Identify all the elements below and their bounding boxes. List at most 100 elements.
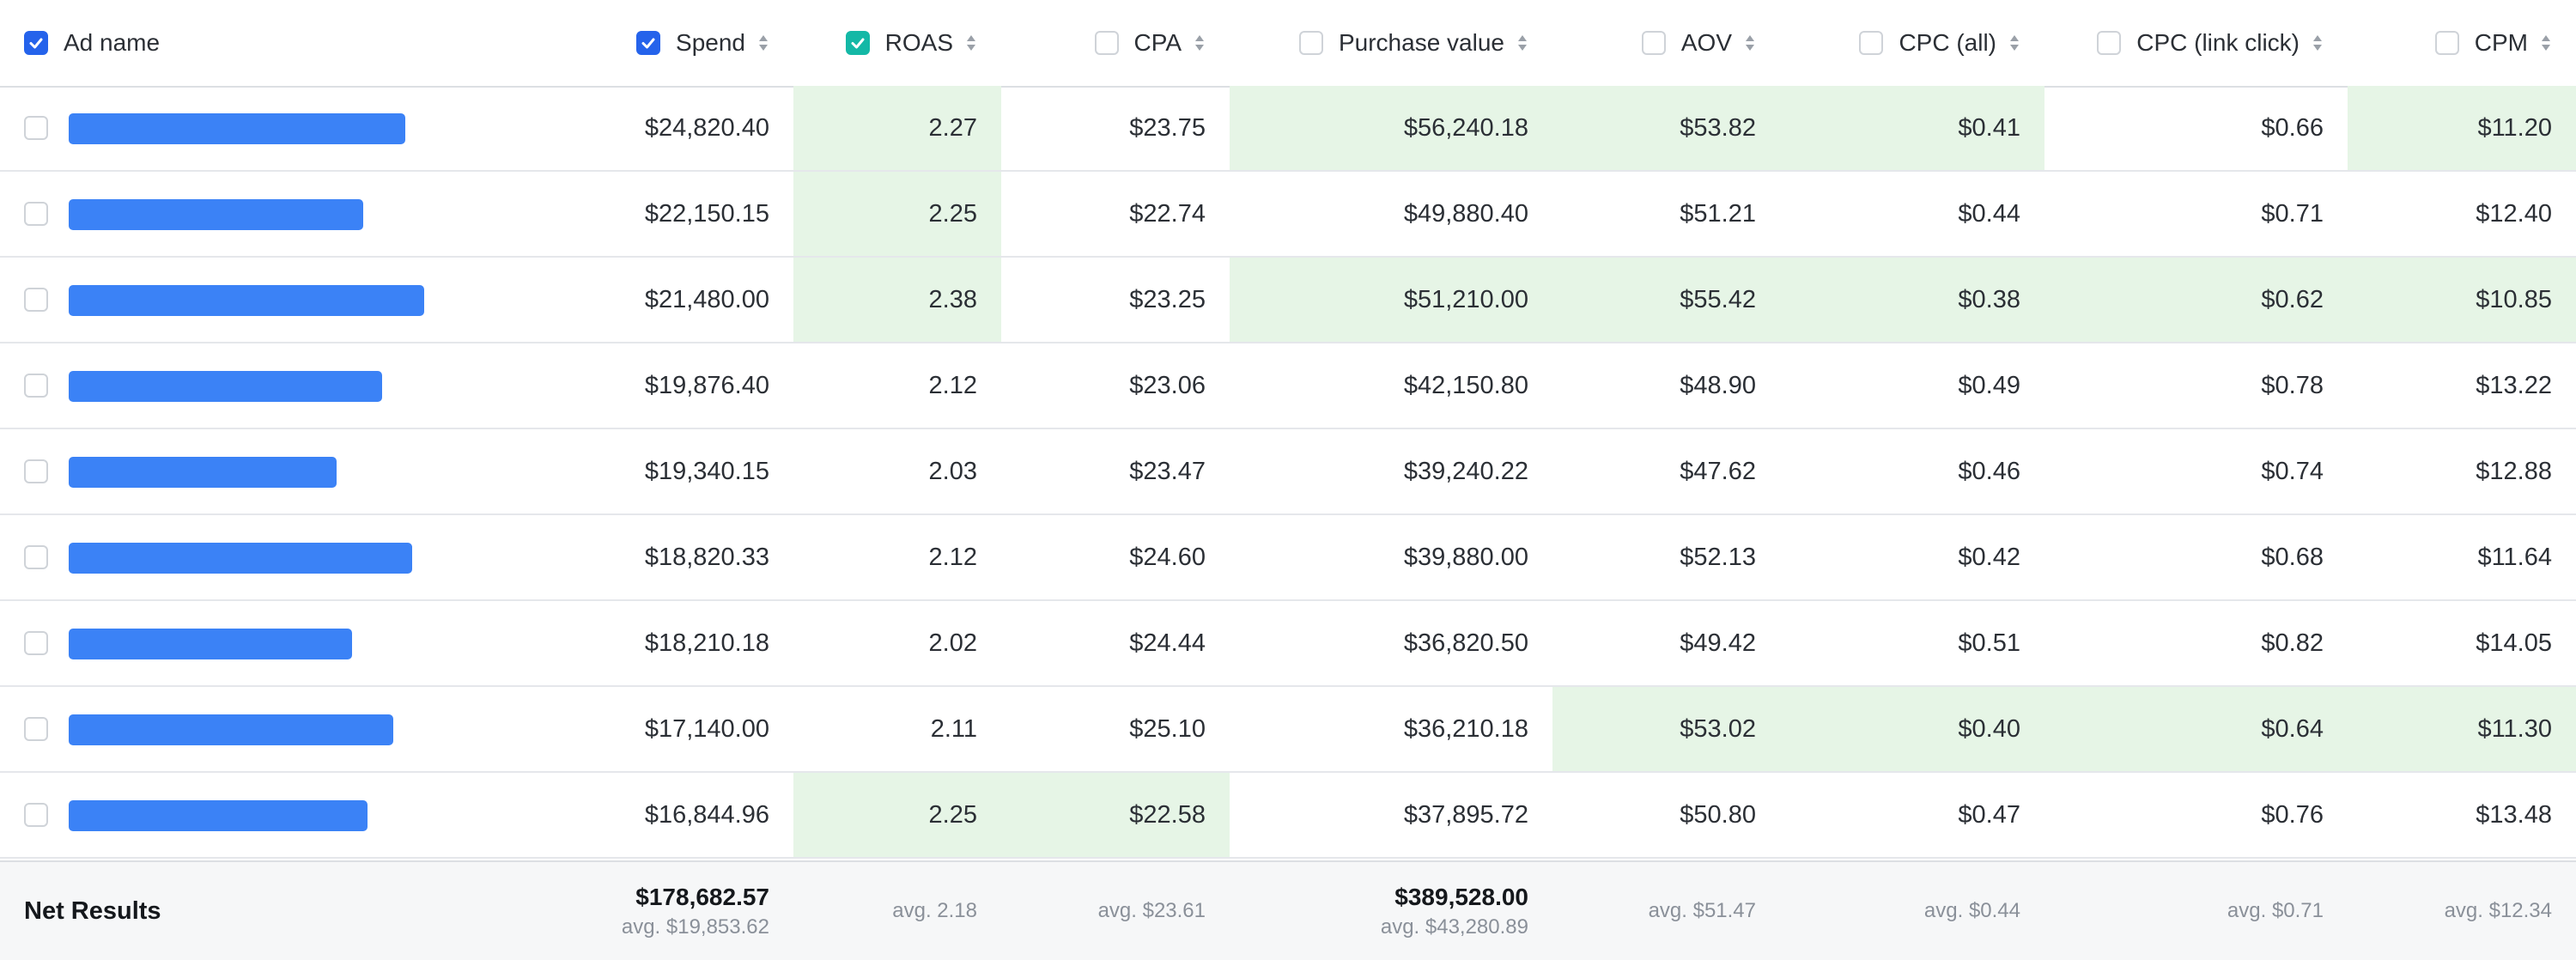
column-header-aov[interactable]: AOV bbox=[1552, 0, 1756, 86]
cell-aov: $50.80 bbox=[1680, 800, 1756, 829]
column-checkbox-cpa[interactable] bbox=[1094, 31, 1119, 55]
ad-name-redacted-bar[interactable] bbox=[69, 113, 405, 144]
cell-cpa: $23.75 bbox=[1129, 113, 1206, 142]
cell-aov: $53.82 bbox=[1552, 86, 1780, 170]
sort-updown-icon[interactable] bbox=[1194, 33, 1206, 53]
cell-purchase-value: $49,880.40 bbox=[1403, 199, 1528, 228]
ad-name-redacted-bar[interactable] bbox=[69, 199, 363, 230]
column-checkbox-ad-name[interactable] bbox=[24, 31, 48, 55]
table-row[interactable]: $24,820.40 2.27 $23.75 $56,240.18 $53.82 $0.4… bbox=[0, 86, 2576, 172]
cell-cpm: $13.22 bbox=[2476, 371, 2552, 399]
ad-name-redacted-bar[interactable] bbox=[69, 629, 352, 659]
cell-cpc-link: $0.71 bbox=[2261, 199, 2324, 228]
footer-cell-cpm: avg. $12.34 bbox=[2348, 862, 2576, 960]
cell-cpa: $23.25 bbox=[1129, 285, 1206, 313]
footer-cell-cpc-link: avg. $0.71 bbox=[2044, 862, 2348, 960]
table-row[interactable]: $19,340.15 2.03 $23.47 $39,240.22 $47.62 $0.4… bbox=[0, 429, 2576, 515]
cell-cpa: $23.47 bbox=[1129, 457, 1206, 485]
cell-cpc-link: $0.78 bbox=[2261, 371, 2324, 399]
sort-updown-icon[interactable] bbox=[1516, 33, 1528, 53]
cell-cpc-all: $0.47 bbox=[1958, 800, 2020, 829]
cell-cpm: $11.64 bbox=[2477, 543, 2552, 571]
row-checkbox[interactable] bbox=[24, 631, 48, 655]
cell-cpc-all: $0.44 bbox=[1958, 199, 2020, 228]
row-checkbox[interactable] bbox=[24, 374, 48, 398]
ad-name-redacted-bar[interactable] bbox=[69, 714, 393, 745]
column-checkbox-spend[interactable] bbox=[636, 31, 661, 55]
footer-average: avg. $0.44 bbox=[1923, 899, 2020, 922]
column-header-roas[interactable]: ROAS bbox=[793, 0, 977, 86]
table-row[interactable]: $16,844.96 2.25 $22.58 $37,895.72 $50.80 $0.4… bbox=[0, 773, 2576, 859]
cell-cpc-all: $0.51 bbox=[1958, 629, 2020, 657]
ad-name-redacted-bar[interactable] bbox=[69, 543, 412, 574]
table-row[interactable]: $22,150.15 2.25 $22.74 $49,880.40 $51.21 $0.4… bbox=[0, 172, 2576, 258]
cell-cpm: $14.05 bbox=[2476, 629, 2552, 657]
cell-cpm: $13.48 bbox=[2476, 800, 2552, 829]
sort-updown-icon[interactable] bbox=[2540, 33, 2552, 53]
cell-roas: 2.27 bbox=[793, 86, 1001, 170]
ad-name-redacted-bar[interactable] bbox=[69, 800, 368, 831]
column-checkbox-cpc-link[interactable] bbox=[2097, 31, 2122, 55]
column-label: CPC (link click) bbox=[2136, 29, 2300, 56]
cell-cpc-all: $0.38 bbox=[1780, 258, 2044, 342]
check-icon bbox=[641, 38, 655, 49]
cell-roas: 2.25 bbox=[793, 172, 1001, 256]
column-header-spend[interactable]: Spend bbox=[610, 0, 769, 86]
cell-cpa: $24.44 bbox=[1129, 629, 1206, 657]
column-label: ROAS bbox=[884, 29, 953, 56]
ad-name-redacted-bar[interactable] bbox=[69, 285, 424, 316]
column-header-cpc-all[interactable]: CPC (all) bbox=[1780, 0, 2020, 86]
cell-roas: 2.02 bbox=[928, 629, 977, 657]
column-checkbox-cpm[interactable] bbox=[2434, 31, 2459, 55]
cell-purchase-value: $36,210.18 bbox=[1403, 714, 1528, 743]
sort-updown-icon[interactable] bbox=[2008, 33, 2020, 53]
column-checkbox-roas[interactable] bbox=[845, 31, 870, 55]
column-header-ad-name[interactable]: Ad name bbox=[24, 0, 781, 86]
cell-cpm: $12.40 bbox=[2476, 199, 2552, 228]
cell-aov: $53.02 bbox=[1552, 687, 1780, 771]
table-row[interactable]: $21,480.00 2.38 $23.25 $51,210.00 $55.42 $0.3… bbox=[0, 258, 2576, 343]
cell-cpa: $22.74 bbox=[1129, 199, 1206, 228]
cell-spend: $19,340.15 bbox=[644, 457, 769, 485]
sort-updown-icon[interactable] bbox=[1744, 33, 1756, 53]
table-row[interactable]: $17,140.00 2.11 $25.10 $36,210.18 $53.02 $0.4… bbox=[0, 687, 2576, 773]
cell-spend: $24,820.40 bbox=[644, 113, 769, 142]
cell-aov: $47.62 bbox=[1680, 457, 1756, 485]
cell-purchase-value: $39,240.22 bbox=[1403, 457, 1528, 485]
cell-cpa: $22.58 bbox=[1001, 773, 1230, 857]
row-checkbox[interactable] bbox=[24, 717, 48, 741]
table-row[interactable]: $18,210.18 2.02 $24.44 $36,820.50 $49.42 $0.5… bbox=[0, 601, 2576, 687]
column-header-cpa[interactable]: CPA bbox=[1001, 0, 1206, 86]
cell-cpc-all: $0.46 bbox=[1958, 457, 2020, 485]
check-icon bbox=[851, 38, 865, 49]
column-header-cpc-link[interactable]: CPC (link click) bbox=[2044, 0, 2324, 86]
cell-cpa: $23.06 bbox=[1129, 371, 1206, 399]
column-checkbox-purchase-value[interactable] bbox=[1298, 31, 1323, 55]
row-checkbox[interactable] bbox=[24, 202, 48, 226]
footer-average: avg. $19,853.62 bbox=[621, 915, 769, 939]
footer-average: avg. $0.71 bbox=[2227, 899, 2324, 922]
row-checkbox[interactable] bbox=[24, 803, 48, 827]
row-checkbox[interactable] bbox=[24, 545, 48, 569]
column-header-cpm[interactable]: CPM bbox=[2348, 0, 2552, 86]
footer-cell-cpa: avg. $23.61 bbox=[1001, 862, 1230, 960]
footer-average: avg. $23.61 bbox=[1097, 899, 1206, 922]
row-checkbox[interactable] bbox=[24, 116, 48, 140]
ad-name-redacted-bar[interactable] bbox=[69, 457, 337, 488]
sort-updown-icon[interactable] bbox=[965, 33, 977, 53]
sort-updown-icon[interactable] bbox=[2312, 33, 2324, 53]
column-header-purchase-value[interactable]: Purchase value bbox=[1230, 0, 1528, 86]
cell-spend: $18,820.33 bbox=[644, 543, 769, 571]
table-row[interactable]: $19,876.40 2.12 $23.06 $42,150.80 $48.90 $0.4… bbox=[0, 343, 2576, 429]
cell-cpc-all: $0.49 bbox=[1958, 371, 2020, 399]
cell-aov: $48.90 bbox=[1680, 371, 1756, 399]
column-checkbox-aov[interactable] bbox=[1641, 31, 1666, 55]
column-checkbox-cpc-all[interactable] bbox=[1859, 31, 1884, 55]
table-row[interactable]: $18,820.33 2.12 $24.60 $39,880.00 $52.13 $0.4… bbox=[0, 515, 2576, 601]
row-checkbox[interactable] bbox=[24, 288, 48, 312]
cell-spend: $18,210.18 bbox=[644, 629, 769, 657]
cell-purchase-value: $39,880.00 bbox=[1403, 543, 1528, 571]
row-checkbox[interactable] bbox=[24, 459, 48, 483]
sort-updown-icon[interactable] bbox=[757, 33, 769, 53]
ad-name-redacted-bar[interactable] bbox=[69, 371, 382, 402]
